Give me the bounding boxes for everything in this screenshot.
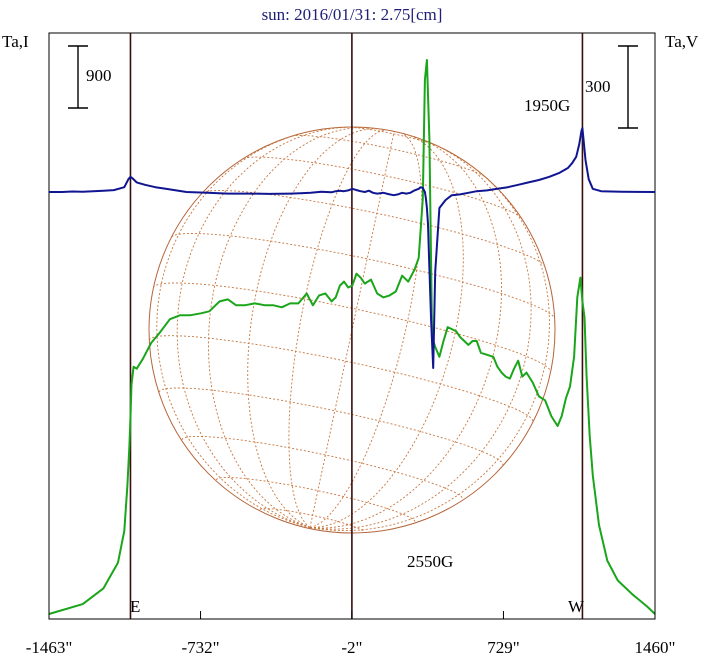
left-axis-label: Ta,I xyxy=(2,32,29,51)
latitude-line xyxy=(346,126,441,148)
longitude-line xyxy=(156,130,313,528)
longitude-line xyxy=(309,141,532,530)
right-axis-label: Ta,V xyxy=(665,32,699,51)
latitude-line xyxy=(171,233,556,319)
latitude-line xyxy=(243,156,522,218)
vertical-markers xyxy=(129,33,584,619)
left-scale-bar xyxy=(68,45,88,109)
longitude-line xyxy=(247,128,379,528)
longitude-line xyxy=(309,133,423,528)
left-scale-bar-label: 900 xyxy=(86,66,112,85)
longitude-line xyxy=(309,134,464,528)
right-scale-bar-label: 300 xyxy=(585,77,611,96)
latitude-line xyxy=(291,135,487,178)
right-scale-bar xyxy=(618,45,638,129)
latitude-line xyxy=(148,335,534,422)
longitude-line xyxy=(176,126,358,528)
latitude-line xyxy=(158,387,504,466)
x-tick-label: 729" xyxy=(487,638,519,657)
longitude-line xyxy=(288,129,387,528)
longitude-line xyxy=(208,127,373,528)
limb-label-east: E xyxy=(130,597,140,616)
chart-title: sun: 2016/01/31: 2.75[cm] xyxy=(262,5,443,24)
limb-label-west: W xyxy=(568,597,585,616)
annotation-1950G: 1950G xyxy=(524,96,570,115)
x-tick-label: -732" xyxy=(181,638,219,657)
longitude-line xyxy=(309,136,502,529)
x-tick-label: 1460" xyxy=(635,638,676,657)
x-tick-label: -1463" xyxy=(26,638,73,657)
x-tick-label: -2" xyxy=(341,638,362,657)
series-layer xyxy=(48,59,656,615)
annotation-2550G: 2550G xyxy=(407,552,453,571)
longitude-line xyxy=(309,131,395,528)
series-line-I xyxy=(48,59,656,615)
x-axis-ticks: -1463" -732" -2" 729" 1460" xyxy=(26,611,676,657)
series-line-V xyxy=(49,127,656,369)
longitude-line xyxy=(309,163,550,532)
